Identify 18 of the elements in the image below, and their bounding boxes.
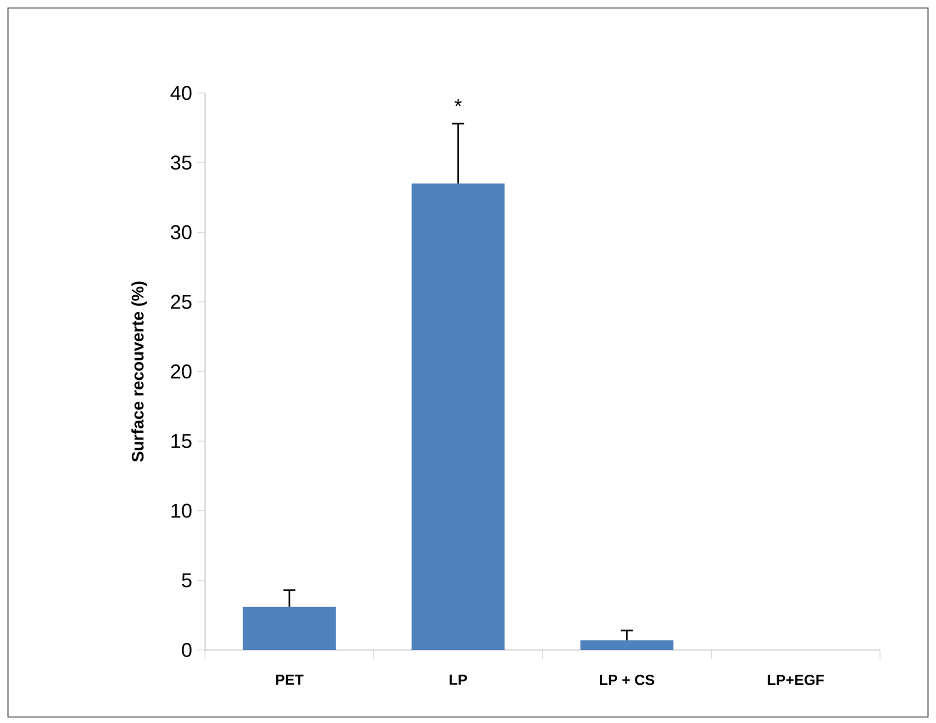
- annotation: *: [454, 99, 462, 106]
- bar: [242, 606, 336, 650]
- y-tick-label: 40: [170, 86, 192, 100]
- y-tick-label: 15: [172, 434, 192, 448]
- x-tick-label: LP+EGF: [768, 674, 824, 686]
- y-axis-title: Surface recouverte (%): [131, 282, 147, 462]
- bar: [412, 184, 505, 650]
- y-tick-label: 0: [182, 642, 192, 658]
- y-tick-label: 20: [171, 364, 192, 379]
- y-tick-label: 5: [182, 573, 192, 588]
- y-tick-label: 25: [171, 294, 192, 309]
- x-tick-label: LP + CS: [600, 674, 654, 686]
- y-tick-label: 30: [170, 225, 192, 240]
- y-tick-label: 35: [170, 156, 192, 170]
- bar: [580, 640, 674, 650]
- y-tick-label: 10: [172, 504, 192, 518]
- x-tick-label: PET: [276, 674, 304, 685]
- x-tick-label: LP: [450, 674, 468, 685]
